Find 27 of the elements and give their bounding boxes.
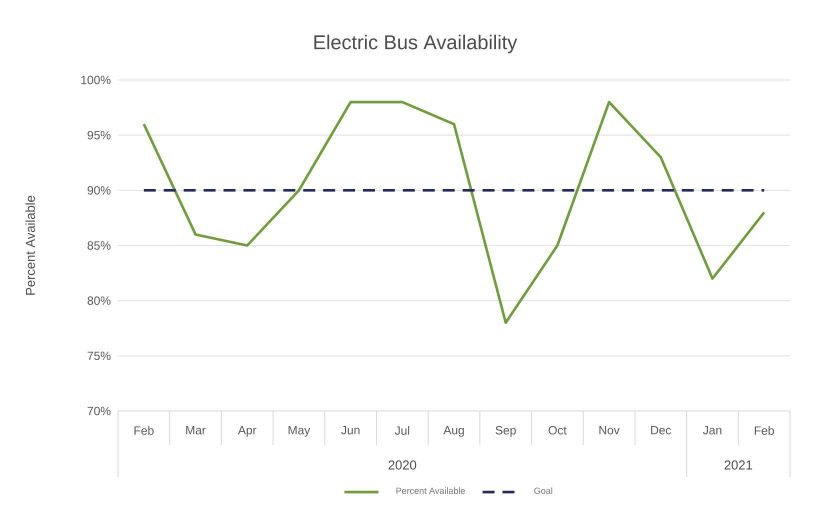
line-series	[142, 100, 766, 324]
y-tick-label: 100%	[81, 76, 111, 84]
x-tick-label: Mar	[186, 426, 206, 434]
x-tick-label: Sep	[496, 426, 516, 437]
x-tick-label: Dec	[651, 426, 672, 434]
x-tick-label: Feb	[134, 426, 154, 435]
y-tick-label: 90%	[88, 186, 111, 195]
y-axis-title: Percent Available	[25, 196, 35, 295]
x-tick-label: May	[288, 426, 310, 437]
legend-label: Percent Available	[396, 487, 465, 494]
chart-title: Electric Bus Availability	[314, 34, 518, 54]
y-tick-label: 75%	[88, 352, 111, 360]
x-tick-label: Jan	[703, 426, 722, 434]
y-tick-label: 85%	[88, 241, 111, 250]
y-tick-label: 80%	[88, 296, 111, 305]
text: 2020	[388, 460, 416, 470]
text: 2021	[724, 460, 752, 470]
x-tick-label: Aug	[443, 426, 464, 437]
x-tick-label: Jul	[394, 426, 410, 435]
x-tick-label: Oct	[548, 426, 567, 435]
x-tick-label: Feb	[754, 426, 774, 435]
y-tick-label: 70%	[88, 406, 111, 416]
legend-label: Goal	[534, 487, 552, 494]
y-tick-label: 95%	[88, 130, 111, 140]
x-tick-label: Apr	[238, 426, 256, 437]
x-tick-label: Nov	[599, 426, 620, 434]
x-tick-label: Jun	[341, 426, 360, 434]
